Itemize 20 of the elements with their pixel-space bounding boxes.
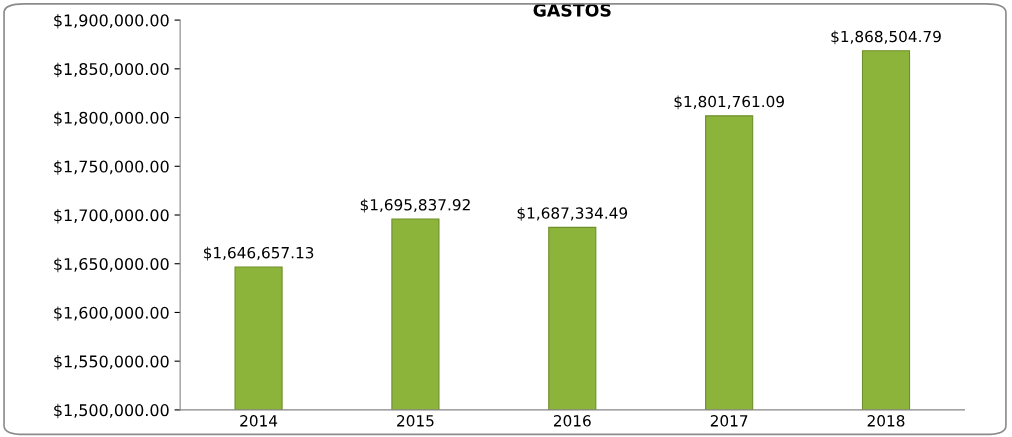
y-tick-label: $1,650,000.00 xyxy=(54,257,169,273)
x-tick-label: 2014 xyxy=(240,415,278,427)
y-tick-label: $1,500,000.00 xyxy=(54,403,169,419)
y-tick-label: $1,900,000.00 xyxy=(54,14,169,29)
x-tick-label: 2017 xyxy=(710,415,748,427)
y-tick-label: $1,850,000.00 xyxy=(54,62,169,78)
chart-title: GASTOS xyxy=(533,3,611,17)
x-tick-label: 2016 xyxy=(553,415,591,427)
y-tick-label: $1,700,000.00 xyxy=(54,208,169,224)
y-tick-label: $1,600,000.00 xyxy=(54,306,169,321)
y-tick-label: $1,800,000.00 xyxy=(54,111,169,126)
data-label: $1,868,504.79 xyxy=(831,30,941,45)
y-tick-label: $1,550,000.00 xyxy=(54,355,169,370)
data-label: $1,687,334.49 xyxy=(517,207,628,221)
data-label: $1,801,761.09 xyxy=(674,95,784,110)
data-label: $1,695,837.92 xyxy=(360,198,470,213)
y-tick-label: $1,750,000.00 xyxy=(54,160,169,175)
x-tick-label: 2015 xyxy=(397,415,434,427)
x-tick-label: 2018 xyxy=(867,415,905,427)
data-label: $1,646,657.13 xyxy=(203,246,314,261)
